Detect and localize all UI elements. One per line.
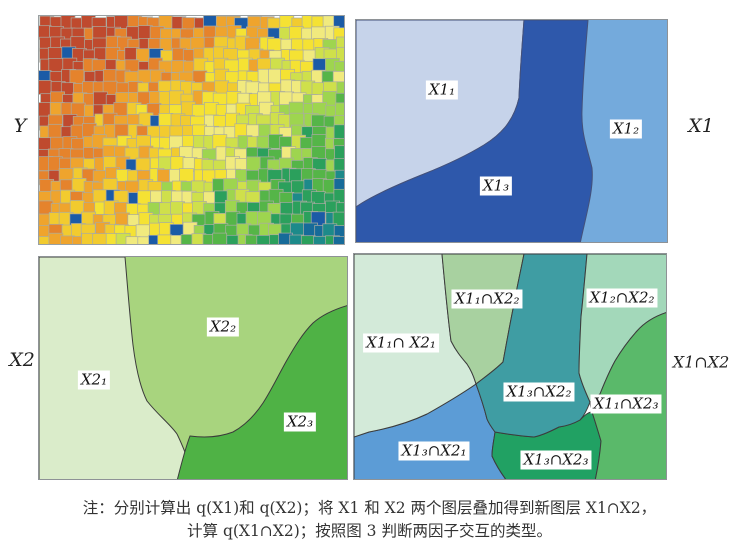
zone-label-x1-3: X1₃ [479, 176, 513, 196]
zone-label-x13-x23: X1₃∩X2₃ [520, 450, 592, 470]
zone-label-x11-x23: X1₁∩X2₃ [590, 394, 662, 414]
zone-label-x1-2: X1₂ [609, 119, 643, 139]
zone-label-x11-x22: X1₁∩X2₂ [451, 289, 523, 309]
zone-x2-3 [176, 305, 347, 479]
caption-line-1: 注：分别计算出 q(X1)和 q(X2)；将 X1 和 X2 两个图层叠加得到新… [82, 499, 657, 517]
zone-label-x1-1: X1₁ [425, 80, 459, 100]
zone-label-x11-x21: X1₁∩ X2₁ [363, 333, 439, 353]
panel-x1-side-label: X1 [688, 115, 714, 137]
panel-x2-side-label: X2 [9, 349, 35, 371]
zone-label-x2-2: X2₂ [206, 317, 240, 337]
zone-label-x2-3: X2₃ [283, 412, 317, 432]
panel-x1-map: X1₁ X1₂ X1₃ [355, 19, 668, 243]
zone-label-x13-x21: X1₃∩X2₁ [398, 441, 470, 461]
x2-zones-svg [39, 257, 347, 479]
zone-x1-3 [356, 20, 593, 242]
panel-x1x2-map: X1₁∩ X2₁ X1₁∩X2₂ X1₂∩X2₂ X1₃∩X2₂ X1₁∩X2₃… [353, 253, 667, 480]
zone-label-x2-1: X2₁ [77, 370, 111, 390]
zone-label-x13-x22: X1₃∩X2₂ [503, 382, 575, 402]
choropleth-svg [39, 16, 344, 244]
caption-line-2: 计算 q(X1∩X2)；按照图 3 判断两因子交互的类型。 [187, 522, 552, 540]
panel-y-side-label: Y [13, 115, 27, 137]
panel-x2-map: X2₁ X2₂ X2₃ [38, 256, 348, 480]
panel-x1x2-side-label: X1∩X2 [672, 352, 730, 372]
panel-y-map [38, 15, 345, 245]
x1-zones-svg [356, 20, 667, 242]
zone-label-x12-x22: X1₂∩X2₂ [586, 288, 658, 308]
figure-caption: 注：分别计算出 q(X1)和 q(X2)；将 X1 和 X2 两个图层叠加得到新… [0, 497, 739, 543]
